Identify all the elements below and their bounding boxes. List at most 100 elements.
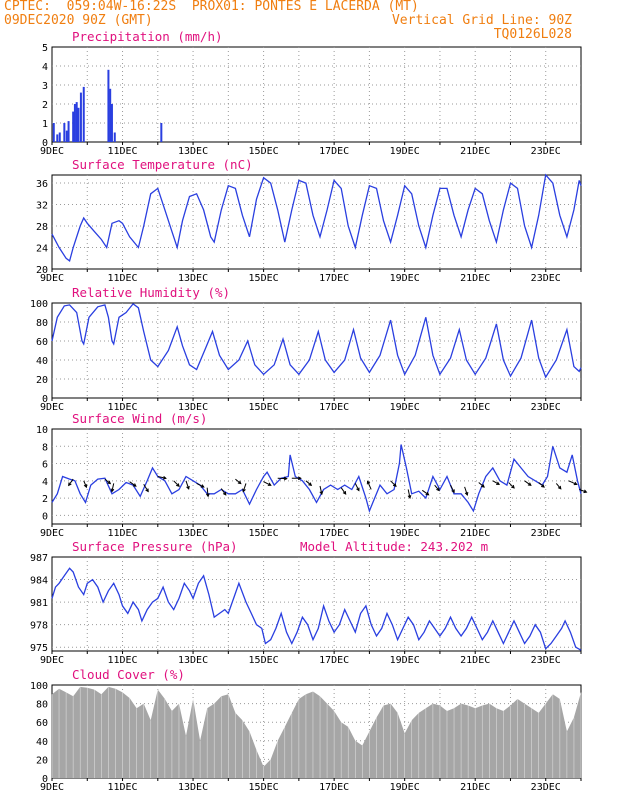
temp-line <box>51 173 582 262</box>
wind-xtick-label: 9DEC <box>40 528 64 539</box>
precip-bar <box>113 132 116 142</box>
wind-arrow-head <box>186 485 190 490</box>
pressure-ytick-label: 975 <box>30 643 48 654</box>
temp-xtick-label: 17DEC <box>319 273 349 284</box>
wind-arrow-head <box>283 476 288 481</box>
precip-xtick-label: 23DEC <box>531 146 561 157</box>
precip-bar <box>82 86 85 142</box>
wind-xtick-label: 11DEC <box>107 528 137 539</box>
cloud-xtick-label: 13DEC <box>178 782 208 793</box>
temp-xtick-label: 13DEC <box>178 273 208 284</box>
temp-xtick-label: 21DEC <box>460 273 490 284</box>
header-model-code: TQ0126L028 <box>493 27 572 42</box>
temp-ytick-label: 24 <box>36 244 48 255</box>
wind-arrow <box>220 488 227 496</box>
wind-arrow <box>354 483 360 491</box>
precip-bar <box>160 123 163 142</box>
pressure-xtick-label: 23DEC <box>531 655 561 666</box>
wind-arrow-head <box>407 494 412 500</box>
wind-xtick-label: 15DEC <box>249 528 279 539</box>
wind-arrow <box>524 480 532 486</box>
precip-xtick-label: 17DEC <box>319 146 349 157</box>
header-line-1: CPTEC: 059:04W-16:22S PROX01: PONTES E L… <box>4 0 419 14</box>
rh-ytick-label: 0 <box>42 394 48 405</box>
wind-xtick-label: 13DEC <box>178 528 208 539</box>
wind-arrow-head <box>162 475 167 480</box>
rh-xtick-label: 11DEC <box>107 402 137 413</box>
wind-ytick-label: 4 <box>42 477 48 488</box>
rh-xtick-label: 19DEC <box>390 402 420 413</box>
wind-xtick-label: 17DEC <box>319 528 349 539</box>
precip-title: Precipitation (mm/h) <box>72 29 223 44</box>
wind-arrow-head <box>436 487 440 492</box>
wind-arrow <box>434 484 440 491</box>
wind-arrow <box>568 480 577 485</box>
temp-xtick-label: 23DEC <box>531 273 561 284</box>
precip-bar <box>72 111 75 142</box>
wind-arrow <box>111 483 115 492</box>
wind-frame <box>51 428 582 525</box>
wind-arrow-head <box>366 480 371 485</box>
rh-ytick-label: 100 <box>30 299 48 310</box>
wind-arrow-head <box>527 482 532 486</box>
rh-xtick-label: 9DEC <box>40 402 64 413</box>
pressure-xtick-label: 21DEC <box>460 655 490 666</box>
precip-bar <box>63 123 66 142</box>
precip-frame <box>51 46 582 143</box>
precip-bar <box>67 121 70 142</box>
cloud-title: Cloud Cover (%) <box>72 667 185 682</box>
wind-arrow <box>143 484 149 492</box>
wind-arrow <box>263 481 272 486</box>
wind-arrow <box>464 486 468 496</box>
cloud-xtick-label: 21DEC <box>460 782 490 793</box>
precip-bar <box>73 104 76 142</box>
pressure-ytick-label: 987 <box>30 553 48 564</box>
rh-title: Relative Humidity (%) <box>72 285 230 300</box>
cloud-ytick-label: 80 <box>36 700 48 711</box>
wind-xtick-label: 23DEC <box>531 528 561 539</box>
pressure-ytick-label: 984 <box>30 576 48 587</box>
wind-arrow <box>508 482 515 489</box>
precip-bar <box>75 102 78 142</box>
wind-arrow-head <box>319 491 324 496</box>
precip-bar <box>79 92 82 142</box>
rh-xtick-label: 13DEC <box>178 402 208 413</box>
wind-arrow-head <box>205 493 210 498</box>
wind-arrow-head <box>237 480 242 485</box>
wind-ytick-label: 2 <box>42 494 48 505</box>
wind-arrow-head <box>392 483 397 487</box>
rh-line <box>51 303 582 379</box>
wind-arrow-head <box>464 491 469 496</box>
wind-arrow-head <box>68 482 72 487</box>
wind-arrow-head <box>342 490 347 495</box>
wind-arrow <box>129 481 137 487</box>
wind-arrow <box>340 487 347 495</box>
pressure-ytick-label: 978 <box>30 621 48 632</box>
rh-frame <box>51 302 582 399</box>
wind-arrow <box>450 484 455 493</box>
temp-xtick-label: 9DEC <box>40 273 64 284</box>
wind-arrow <box>185 480 190 490</box>
wind-arrow <box>242 483 247 492</box>
wind-title: Surface Wind (m/s) <box>72 411 207 426</box>
temp-ytick-label: 32 <box>36 201 48 212</box>
cloud-xtick-label: 19DEC <box>390 782 420 793</box>
precip-bar <box>56 134 59 142</box>
wind-arrow-head <box>222 491 227 496</box>
temp-frame <box>51 174 582 270</box>
wind-arrow <box>157 476 167 479</box>
cloud-area <box>52 686 581 778</box>
wind-arrow <box>422 489 429 496</box>
pressure-title: Surface Pressure (hPa) <box>72 539 238 554</box>
pressure-xtick-label: 17DEC <box>319 655 349 666</box>
wind-arrow-head <box>132 483 137 487</box>
wind-arrow-head <box>557 485 562 490</box>
wind-arrow-head <box>583 489 588 494</box>
precip-xtick-label: 19DEC <box>390 146 420 157</box>
wind-arrow <box>196 482 205 488</box>
wind-arrow <box>319 485 323 495</box>
wind-ytick-label: 10 <box>36 425 48 436</box>
precip-ytick-label: 4 <box>42 62 48 73</box>
cloud-ytick-label: 40 <box>36 737 48 748</box>
